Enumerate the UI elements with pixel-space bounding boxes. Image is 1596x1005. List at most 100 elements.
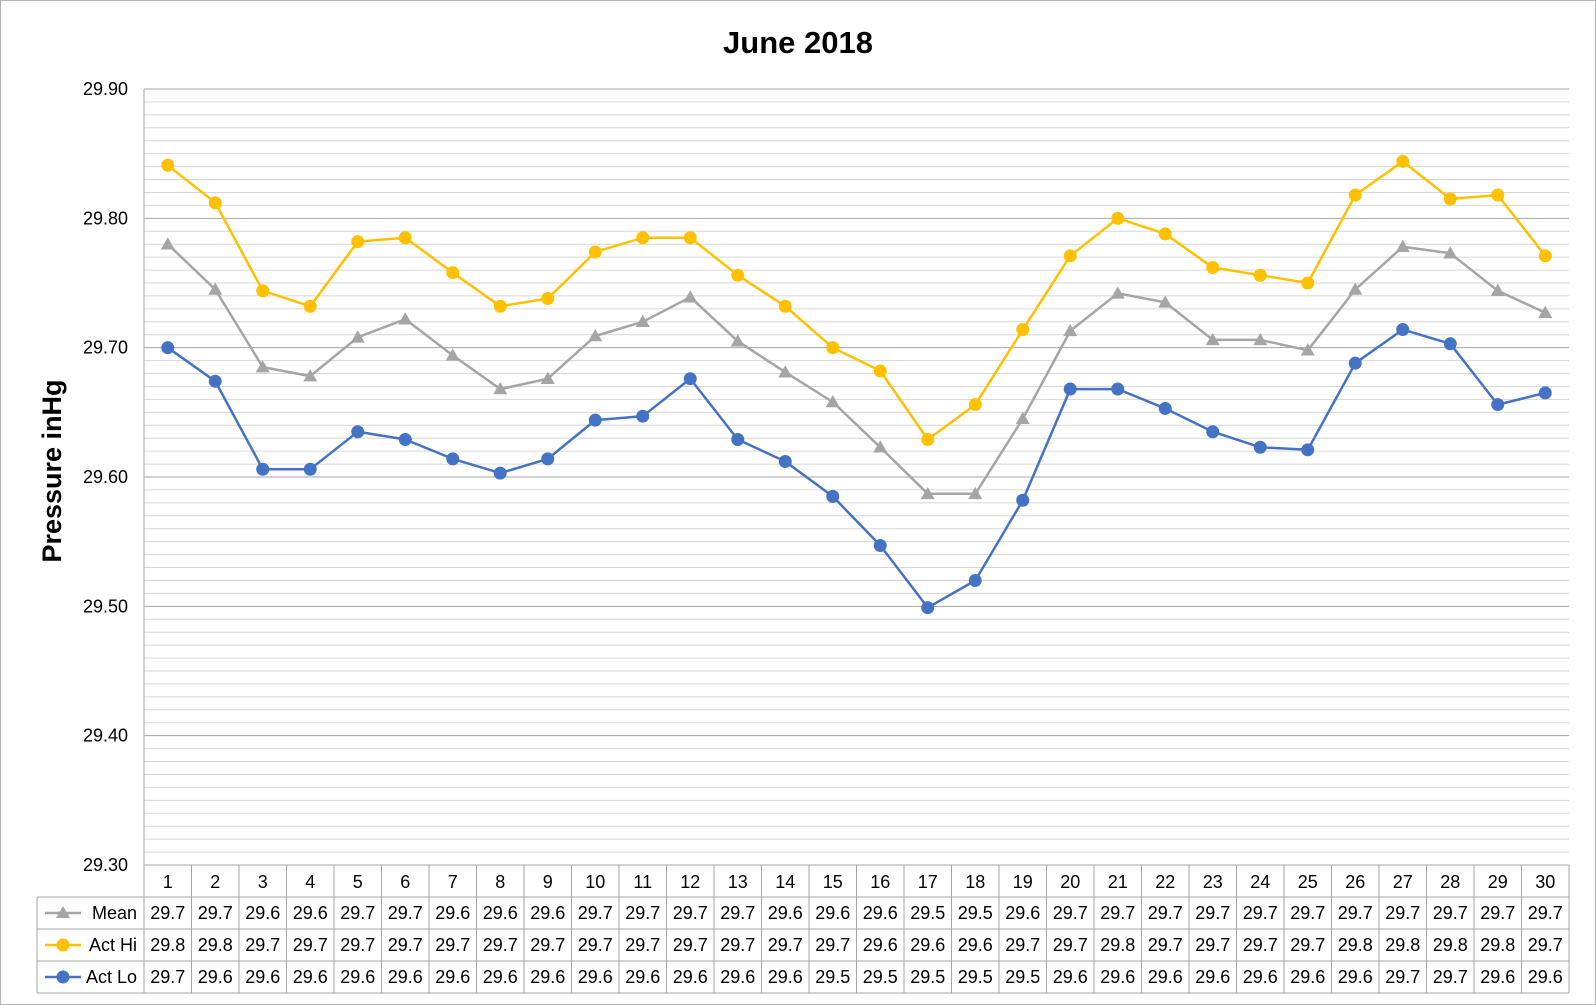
series-line-act-lo	[167, 328, 1546, 609]
data-point	[1063, 323, 1078, 337]
table-cell: 29.8	[1433, 935, 1468, 955]
data-point	[921, 601, 935, 615]
x-tick-label: 2	[210, 872, 220, 892]
data-point	[636, 231, 650, 245]
x-tick-label: 22	[1155, 872, 1175, 892]
y-tick-label: 29.40	[83, 726, 128, 746]
x-tick-label: 8	[495, 872, 505, 892]
table-cell: 29.6	[673, 967, 708, 987]
table-cell: 29.6	[1053, 967, 1088, 987]
table-cell: 29.5	[958, 903, 993, 923]
legend-key-marker	[56, 970, 70, 984]
y-axis-ticks: 29.30 29.40 29.50 29.60 29.70 29.80 29.90	[83, 79, 128, 875]
data-point	[303, 369, 318, 382]
x-tick-label: 27	[1393, 872, 1413, 892]
data-point	[351, 425, 365, 439]
table-cell: 29.5	[910, 967, 945, 987]
table-cell: 29.7	[1195, 903, 1230, 923]
table-cell: 29.6	[388, 967, 423, 987]
table-cell: 29.7	[1338, 903, 1373, 923]
table-cell: 29.7	[483, 935, 518, 955]
data-point	[1348, 282, 1363, 295]
table-cell: 29.6	[1243, 967, 1278, 987]
data-point	[1158, 227, 1172, 241]
x-tick-label: 29	[1488, 872, 1508, 892]
table-cell: 29.6	[815, 903, 850, 923]
legend-entry: Act Hi	[89, 935, 137, 955]
data-point	[1206, 425, 1220, 439]
table-cell: 29.7	[1053, 903, 1088, 923]
table-cell: 29.7	[245, 935, 280, 955]
data-point	[446, 266, 460, 280]
x-tick-label: 7	[448, 872, 458, 892]
data-point	[1443, 246, 1458, 259]
table-cell: 29.7	[530, 935, 565, 955]
gridlines	[143, 88, 1569, 866]
table-cell: 29.7	[1385, 967, 1420, 987]
x-tick-label: 24	[1250, 872, 1270, 892]
table-cell: 29.6	[293, 967, 328, 987]
data-point	[1253, 440, 1267, 454]
y-tick-label: 29.90	[83, 79, 128, 99]
table-cell: 29.7	[1195, 935, 1230, 955]
table-cell: 29.7	[435, 935, 470, 955]
table-cell: 29.7	[340, 935, 375, 955]
data-point	[968, 573, 982, 587]
table-cell: 29.7	[1243, 903, 1278, 923]
x-tick-label: 14	[775, 872, 795, 892]
x-tick-label: 20	[1060, 872, 1080, 892]
y-axis-label: Pressure inHg	[37, 379, 67, 562]
table-cell: 29.6	[625, 967, 660, 987]
data-point	[683, 231, 697, 245]
legend-entry: Mean	[92, 903, 137, 923]
data-point	[1396, 154, 1410, 168]
x-tick-label: 18	[965, 872, 985, 892]
x-tick-label: 15	[823, 872, 843, 892]
data-point	[540, 371, 555, 384]
data-point	[1443, 337, 1457, 351]
table-cell: 29.5	[1005, 967, 1040, 987]
data-point	[208, 282, 223, 295]
data-point	[1300, 343, 1315, 356]
data-point	[731, 432, 745, 446]
table-cell: 29.7	[1480, 903, 1515, 923]
table-cell: 29.6	[1148, 967, 1183, 987]
x-tick-label: 21	[1108, 872, 1128, 892]
table-cell: 29.7	[1385, 903, 1420, 923]
y-tick-label: 29.80	[83, 208, 128, 228]
x-tick-label: 19	[1013, 872, 1033, 892]
y-tick-label: 29.50	[83, 596, 128, 616]
data-point	[398, 231, 412, 245]
data-point	[1301, 443, 1315, 457]
x-tick-label: 30	[1535, 872, 1555, 892]
table-cell: 29.7	[388, 935, 423, 955]
table-cell: 29.7	[1528, 903, 1563, 923]
table-cell: 29.6	[958, 935, 993, 955]
table-cell: 29.7	[1433, 967, 1468, 987]
data-point	[1063, 249, 1077, 263]
data-point	[588, 413, 602, 427]
data-point	[161, 341, 175, 355]
data-point	[1396, 323, 1410, 337]
data-point	[208, 196, 222, 210]
x-tick-label: 25	[1298, 872, 1318, 892]
table-cell: 29.8	[1338, 935, 1373, 955]
x-tick-label: 6	[400, 872, 410, 892]
x-tick-label: 11	[633, 872, 652, 892]
table-cell: 29.8	[150, 935, 185, 955]
table-cell: 29.5	[958, 967, 993, 987]
table-cell: 29.7	[768, 935, 803, 955]
table-cell: 29.7	[673, 903, 708, 923]
data-point	[826, 341, 840, 355]
table-cell: 29.7	[1053, 935, 1088, 955]
data-point	[1110, 286, 1125, 299]
table-cell: 29.5	[910, 903, 945, 923]
data-point	[1015, 411, 1030, 425]
data-point	[256, 284, 270, 298]
x-tick-label: 28	[1440, 872, 1460, 892]
data-point	[1538, 386, 1552, 400]
x-tick-label: 10	[585, 872, 605, 892]
data-point	[1253, 332, 1268, 346]
table-cell: 29.8	[1385, 935, 1420, 955]
